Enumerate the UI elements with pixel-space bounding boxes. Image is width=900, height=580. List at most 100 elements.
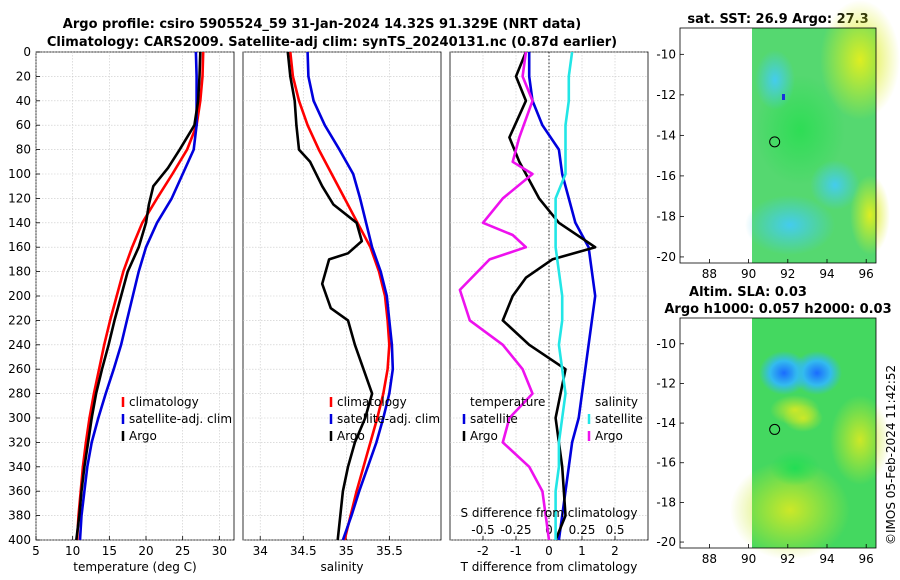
y-tick-label: 80 (16, 143, 31, 157)
y-tick-label: 200 (8, 289, 31, 303)
argo-float-marker (769, 136, 781, 148)
map-x-tick-label: 96 (859, 267, 874, 281)
argo-float-marker (769, 423, 781, 435)
y-tick-label: 260 (8, 362, 31, 376)
x-tick-label: 34.5 (290, 544, 317, 558)
x-tick-label: 10 (65, 544, 80, 558)
map-y-tick-label: -20 (656, 250, 676, 264)
sst-heatmap (745, 0, 900, 263)
temperature-legend: climatology satellite-adj. clim Argo (121, 395, 232, 443)
x-tick-label: 30 (212, 544, 227, 558)
s-tick-label: 0 (545, 523, 553, 537)
sst-map-panel: 88 90 92 94 96 -10 -12 -14 -16 -18 -20 (656, 0, 900, 281)
t-difference-xlabel: T difference from climatology (460, 560, 638, 574)
x-tick-label: 15 (102, 544, 117, 558)
series-line-argo (75, 51, 202, 541)
series-line-s-satellite (554, 51, 574, 540)
map-y-tick-label: -14 (656, 416, 676, 430)
y-tick-label: 120 (8, 191, 31, 205)
y-tick-label: 100 (8, 167, 31, 181)
y-tick-label: 300 (8, 411, 31, 425)
y-tick-label: 380 (8, 509, 31, 523)
map-x-tick-label: 94 (819, 552, 834, 566)
legend-label-argo: Argo (129, 429, 157, 443)
sst-map-title: sat. SST: 26.9 Argo: 27.3 (687, 12, 868, 27)
x-tick-label: 5 (32, 544, 40, 558)
y-tick-label: 220 (8, 313, 31, 327)
map-x-tick-label: 96 (859, 552, 874, 566)
x-tick-label: 1 (578, 544, 586, 558)
x-tick-label: 0 (545, 544, 553, 558)
map-y-tick-label: -12 (656, 88, 676, 102)
s-tick-label: -0.25 (500, 523, 531, 537)
y-tick-label: 160 (8, 240, 31, 254)
salinity-xlabel: salinity (320, 560, 363, 574)
map-x-tick-label: 90 (741, 267, 756, 281)
map-y-tick-label: -10 (656, 337, 676, 351)
x-tick-label: 34 (253, 544, 268, 558)
map-x-tick-label: 92 (780, 552, 795, 566)
map-y-tick-label: -18 (656, 209, 676, 223)
map-x-tick-label: 92 (780, 267, 795, 281)
map-y-tick-label: -12 (656, 376, 676, 390)
salinity-panel: 34 34.5 35 35.5 salinity climatology satell… (242, 51, 442, 574)
map-y-tick-label: -16 (656, 169, 676, 183)
legend-title-temperature: temperature (470, 395, 545, 409)
legend-label-t-satellite: satellite (470, 412, 518, 426)
title-line-1: Argo profile: csiro 5905524_59 31-Jan-20… (63, 17, 581, 32)
legend-label-satellite: satellite-adj. clim (129, 412, 232, 426)
x-tick-label: 2 (611, 544, 619, 558)
y-tick-label: 40 (16, 94, 31, 108)
y-tick-label: 0 (23, 45, 31, 59)
x-tick-label: 25 (175, 544, 190, 558)
series-line-satellite-adj-clim (78, 51, 198, 541)
map-y-tick-label: -18 (656, 495, 676, 509)
series-line-s-argo (458, 51, 551, 541)
y-tick-label: 60 (16, 118, 31, 132)
x-tick-label: -2 (477, 544, 489, 558)
map-x-tick-label: 88 (702, 552, 717, 566)
legend-label-climatology: climatology (129, 395, 199, 409)
legend-label-s-satellite: satellite (595, 412, 643, 426)
y-tick-label: 180 (8, 265, 31, 279)
map-x-tick-label: 88 (702, 267, 717, 281)
y-tick-label: 360 (8, 484, 31, 498)
y-tick-label: 400 (8, 533, 31, 547)
sla-map-panel: 88 90 92 94 96 -10 -12 -14 -16 -18 -20 (656, 317, 890, 566)
x-tick-label: 20 (138, 544, 153, 558)
y-tick-label: 240 (8, 338, 31, 352)
y-tick-label: 280 (8, 387, 31, 401)
map-x-tick-label: 90 (741, 552, 756, 566)
s-tick-label: 0.25 (569, 523, 596, 537)
series-line-climatology (289, 51, 391, 541)
sla-heatmap (730, 318, 890, 560)
series-line-t-argo (501, 51, 597, 541)
temperature-xlabel: temperature (deg C) (73, 560, 196, 574)
x-tick-label: 35 (339, 544, 354, 558)
imos-timestamp: ©IMOS 05-Feb-2024 11:42:52 (884, 365, 898, 545)
sla-map-title: Altim. SLA: 0.03 (689, 285, 807, 300)
series-line-satellite-adj-clim (306, 51, 395, 541)
series-line-argo (286, 51, 374, 541)
legend-label-climatology: climatology (337, 395, 407, 409)
s-tick-label: 0.5 (605, 523, 624, 537)
legend-label-t-argo: Argo (470, 429, 498, 443)
x-tick-label: -1 (510, 544, 522, 558)
y-tick-label: 140 (8, 216, 31, 230)
s-tick-label: -0.5 (471, 523, 494, 537)
s-difference-xlabel: S difference from climatology (461, 506, 638, 520)
y-tick-label: 320 (8, 435, 31, 449)
map-y-tick-label: -10 (656, 47, 676, 61)
difference-panel: -2 -1 0 1 2 -0.5 -0.25 0 0.25 0.5 S difference f… (449, 51, 649, 574)
series-line-climatology (75, 51, 205, 541)
map-y-tick-label: -20 (656, 535, 676, 549)
salinity-legend: climatology satellite-adj. clim Argo (329, 395, 440, 443)
x-tick-label: 35.5 (376, 544, 403, 558)
legend-label-satellite: satellite-adj. clim (337, 412, 440, 426)
legend-title-salinity: salinity (595, 395, 638, 409)
legend-label-argo: Argo (337, 429, 365, 443)
difference-legend: temperature satellite Argo salinity sate… (462, 395, 643, 443)
title-line-2: Climatology: CARS2009. Satellite-adj cli… (47, 35, 617, 50)
sla-map-subtitle: Argo h1000: 0.057 h2000: 0.03 (664, 302, 891, 317)
